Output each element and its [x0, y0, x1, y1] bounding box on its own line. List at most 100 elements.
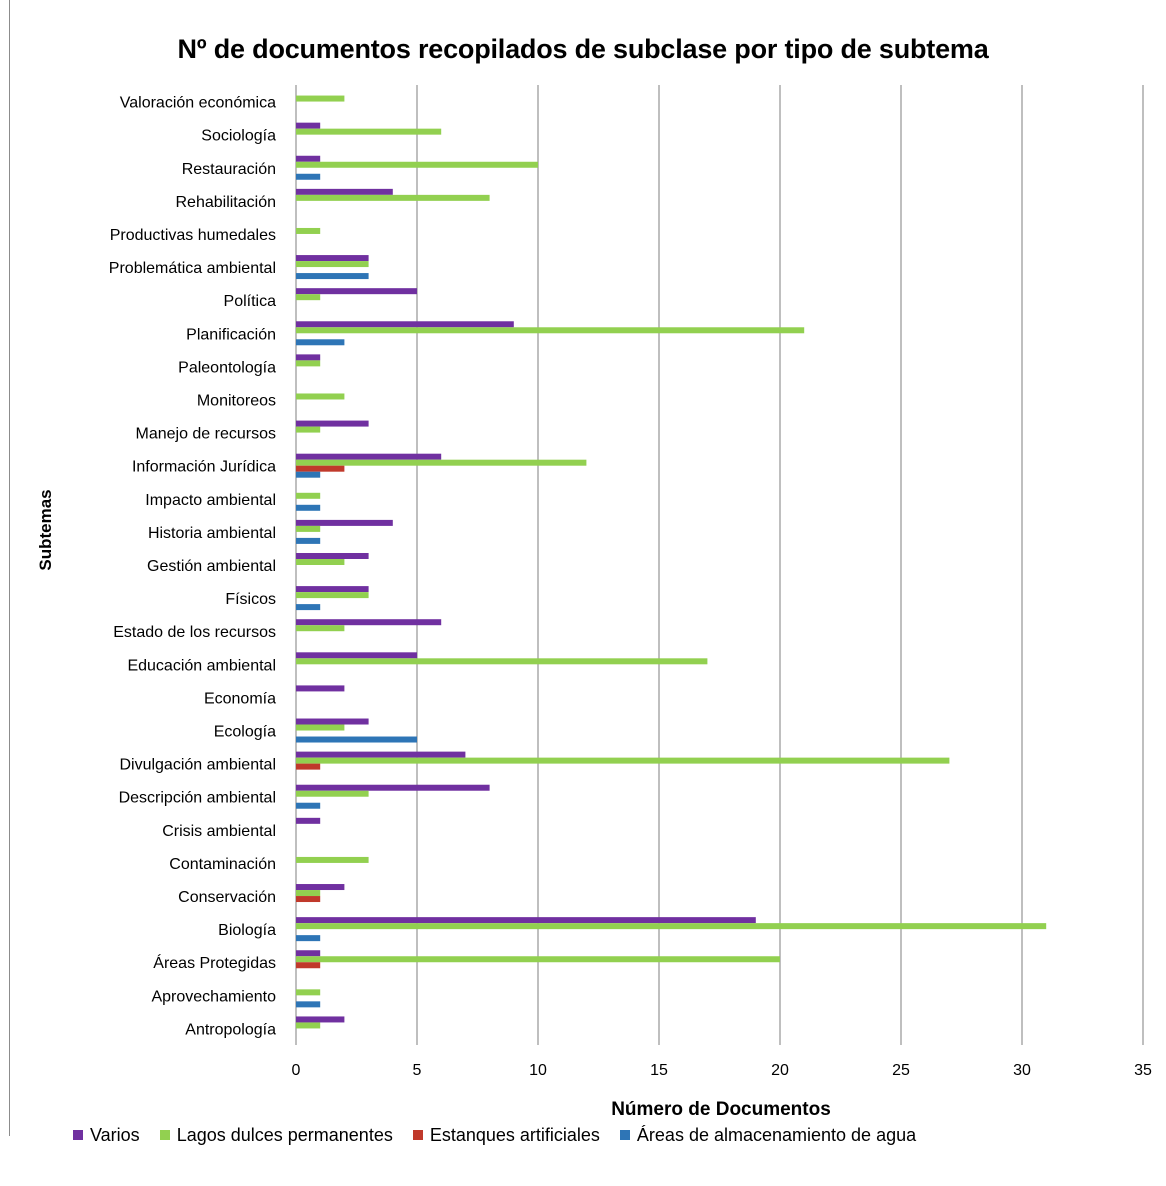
bar-lagos-dulces-permanentes-contaminacion	[296, 857, 369, 863]
bar-lagos-dulces-permanentes-paleontologia	[296, 360, 320, 366]
bar-areas-de-almacenamiento-de-agua-restauracion	[296, 174, 320, 180]
bar-areas-de-almacenamiento-de-agua-fisicos	[296, 604, 320, 610]
bar-lagos-dulces-permanentes-manejo-de-recursos	[296, 427, 320, 433]
bar-lagos-dulces-permanentes-planificacion	[296, 327, 804, 333]
bar-lagos-dulces-permanentes-conservacion	[296, 890, 320, 896]
bar-lagos-dulces-permanentes-estado-de-los-recursos	[296, 625, 344, 631]
bar-areas-de-almacenamiento-de-agua-impacto-ambiental	[296, 505, 320, 511]
x-tick-label: 20	[771, 1062, 789, 1079]
category-label-manejo-de-recursos: Manejo de recursos	[135, 426, 276, 443]
bar-lagos-dulces-permanentes-politica	[296, 294, 320, 300]
bar-varios-estado-de-los-recursos	[296, 619, 441, 625]
category-label-valoracion-economica: Valoración económica	[120, 95, 276, 112]
bar-lagos-dulces-permanentes-divulgacion-ambiental	[296, 758, 949, 764]
bar-varios-fisicos	[296, 586, 369, 592]
bar-lagos-dulces-permanentes-fisicos	[296, 592, 369, 598]
category-label-conservacion: Conservación	[178, 889, 276, 906]
category-label-paleontologia: Paleontología	[178, 359, 276, 376]
bar-varios-sociologia	[296, 123, 320, 129]
category-label-sociologia: Sociología	[201, 128, 276, 145]
category-label-estado-de-los-recursos: Estado de los recursos	[113, 624, 276, 641]
bar-varios-rehabilitacion	[296, 189, 393, 195]
category-label-rehabilitacion: Rehabilitación	[175, 194, 276, 211]
x-tick-label: 10	[529, 1062, 547, 1079]
bar-lagos-dulces-permanentes-areas-protegidas	[296, 956, 780, 962]
x-tick-label: 25	[892, 1062, 910, 1079]
bar-lagos-dulces-permanentes-descripcion-ambiental	[296, 791, 369, 797]
x-tick-label: 35	[1134, 1062, 1152, 1079]
legend-label: Áreas de almacenamiento de agua	[637, 1125, 916, 1146]
bar-varios-conservacion	[296, 884, 344, 890]
x-tick-label: 5	[413, 1062, 422, 1079]
bar-varios-educacion-ambiental	[296, 652, 417, 658]
legend-swatch-lagos-dulces-permanentes	[160, 1130, 170, 1140]
category-label-gestion-ambiental: Gestión ambiental	[147, 558, 276, 575]
x-tick-label: 30	[1013, 1062, 1031, 1079]
category-label-restauracion: Restauración	[182, 161, 276, 178]
bar-varios-antropologia	[296, 1016, 344, 1022]
bar-lagos-dulces-permanentes-informacion-juridica	[296, 460, 586, 466]
legend-swatch-areas-de-almacenamiento-de-agua	[620, 1130, 630, 1140]
bar-lagos-dulces-permanentes-educacion-ambiental	[296, 658, 707, 664]
bar-varios-descripcion-ambiental	[296, 785, 490, 791]
category-label-descripcion-ambiental: Descripción ambiental	[119, 790, 276, 807]
category-label-impacto-ambiental: Impacto ambiental	[145, 492, 276, 509]
bar-lagos-dulces-permanentes-gestion-ambiental	[296, 559, 344, 565]
bar-estanques-artificiales-divulgacion-ambiental	[296, 764, 320, 770]
category-label-informacion-juridica: Información Jurídica	[132, 459, 276, 476]
bar-varios-gestion-ambiental	[296, 553, 369, 559]
bar-areas-de-almacenamiento-de-agua-descripcion-ambiental	[296, 803, 320, 809]
bar-estanques-artificiales-conservacion	[296, 896, 320, 902]
category-label-monitoreos: Monitoreos	[197, 392, 276, 409]
bar-lagos-dulces-permanentes-problematica-ambiental	[296, 261, 369, 267]
bar-lagos-dulces-permanentes-productivas-humedales	[296, 228, 320, 234]
bar-lagos-dulces-permanentes-valoracion-economica	[296, 96, 344, 102]
bar-lagos-dulces-permanentes-rehabilitacion	[296, 195, 490, 201]
legend-swatch-estanques-artificiales	[413, 1130, 423, 1140]
category-label-ecologia: Ecología	[214, 724, 276, 741]
bar-lagos-dulces-permanentes-impacto-ambiental	[296, 493, 320, 499]
legend-item-estanques-artificiales: Estanques artificiales	[413, 1125, 600, 1146]
bar-varios-planificacion	[296, 321, 514, 327]
bar-varios-ecologia	[296, 719, 369, 725]
bar-varios-historia-ambiental	[296, 520, 393, 526]
bar-varios-restauracion	[296, 156, 320, 162]
bar-areas-de-almacenamiento-de-agua-aprovechamiento	[296, 1001, 320, 1007]
bar-varios-manejo-de-recursos	[296, 421, 369, 427]
bar-lagos-dulces-permanentes-sociologia	[296, 129, 441, 135]
legend-item-lagos-dulces-permanentes: Lagos dulces permanentes	[160, 1125, 393, 1146]
category-label-aprovechamiento: Aprovechamiento	[151, 988, 276, 1005]
bar-lagos-dulces-permanentes-aprovechamiento	[296, 989, 320, 995]
category-label-areas-protegidas: Áreas Protegidas	[153, 953, 276, 972]
x-tick-label: 0	[292, 1062, 301, 1079]
category-label-planificacion: Planificación	[186, 326, 276, 343]
bar-areas-de-almacenamiento-de-agua-informacion-juridica	[296, 472, 320, 478]
category-label-antropologia: Antropología	[185, 1021, 276, 1038]
bar-areas-de-almacenamiento-de-agua-biologia	[296, 935, 320, 941]
bar-lagos-dulces-permanentes-antropologia	[296, 1022, 320, 1028]
legend-label: Estanques artificiales	[430, 1125, 600, 1146]
bar-varios-crisis-ambiental	[296, 818, 320, 824]
bar-varios-politica	[296, 288, 417, 294]
bar-estanques-artificiales-areas-protegidas	[296, 962, 320, 968]
bar-lagos-dulces-permanentes-biologia	[296, 923, 1046, 929]
bar-lagos-dulces-permanentes-historia-ambiental	[296, 526, 320, 532]
category-label-productivas-humedales: Productivas humedales	[110, 227, 276, 244]
bar-estanques-artificiales-informacion-juridica	[296, 466, 344, 472]
category-label-divulgacion-ambiental: Divulgación ambiental	[119, 757, 276, 774]
bar-lagos-dulces-permanentes-ecologia	[296, 725, 344, 731]
bar-varios-biologia	[296, 917, 756, 923]
bar-lagos-dulces-permanentes-monitoreos	[296, 393, 344, 399]
category-label-educacion-ambiental: Educación ambiental	[127, 657, 276, 674]
legend-label: Lagos dulces permanentes	[177, 1125, 393, 1146]
bar-varios-areas-protegidas	[296, 950, 320, 956]
bar-areas-de-almacenamiento-de-agua-ecologia	[296, 737, 417, 743]
x-tick-label: 15	[650, 1062, 668, 1079]
category-label-historia-ambiental: Historia ambiental	[148, 525, 276, 542]
category-label-contaminacion: Contaminación	[169, 856, 276, 873]
bar-areas-de-almacenamiento-de-agua-historia-ambiental	[296, 538, 320, 544]
bar-varios-divulgacion-ambiental	[296, 752, 465, 758]
category-label-problematica-ambiental: Problemática ambiental	[109, 260, 276, 277]
